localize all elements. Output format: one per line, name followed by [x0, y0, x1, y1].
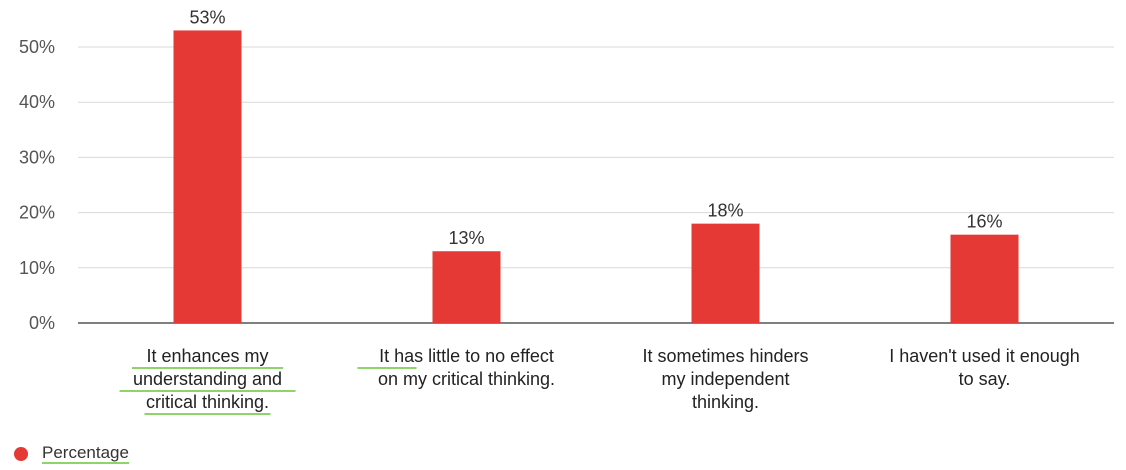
bar[interactable]: [950, 234, 1019, 323]
y-tick-label: 50%: [19, 37, 55, 57]
y-tick-label: 30%: [19, 147, 55, 167]
category-label-line: thinking.: [692, 392, 759, 412]
bar-chart: 0% 10% 20% 30% 40% 50% 53% 13% 18% 16% It enhanc…: [19, 7, 1114, 415]
y-tick-label: 40%: [19, 92, 55, 112]
legend[interactable]: Percentage: [14, 444, 129, 464]
y-tick-label: 10%: [19, 258, 55, 278]
y-tick-label: 20%: [19, 203, 55, 223]
bar[interactable]: [691, 223, 760, 323]
category-label-line: my independent: [661, 369, 789, 389]
bars: [173, 30, 1019, 323]
gridlines: [78, 46, 1114, 324]
data-label: 18%: [707, 201, 743, 221]
bar[interactable]: [173, 30, 242, 323]
category-label-line: on my critical thinking.: [378, 369, 555, 389]
data-label: 16%: [966, 212, 1002, 232]
category-label: It has little to no effect on my critical…: [378, 346, 555, 389]
data-labels: 53% 13% 18% 16%: [189, 7, 1002, 248]
category-label-line: understanding and: [133, 369, 282, 389]
data-label: 53%: [189, 7, 225, 27]
category-label-line: It has little to no effect: [379, 346, 554, 366]
legend-marker: [14, 447, 28, 461]
data-label: 13%: [448, 228, 484, 248]
y-axis-tick-labels: 0% 10% 20% 30% 40% 50%: [19, 37, 55, 333]
legend-label-percentage[interactable]: Percentage: [42, 443, 129, 464]
bar[interactable]: [432, 251, 501, 323]
category-label-line: to say.: [959, 369, 1011, 389]
category-label-line: It sometimes hinders: [642, 346, 808, 366]
x-axis-category-labels: It enhances my understanding and critical …: [119, 346, 1080, 415]
y-tick-label: 0%: [29, 313, 55, 333]
category-label-line: critical thinking.: [146, 392, 269, 412]
category-label: I haven't used it enough to say.: [889, 346, 1080, 389]
category-label-line: I haven't used it enough: [889, 346, 1080, 366]
category-label: It sometimes hinders my independent thinki…: [642, 346, 808, 412]
category-label: It enhances my understanding and critical …: [133, 346, 282, 412]
category-label-line: It enhances my: [146, 346, 268, 366]
